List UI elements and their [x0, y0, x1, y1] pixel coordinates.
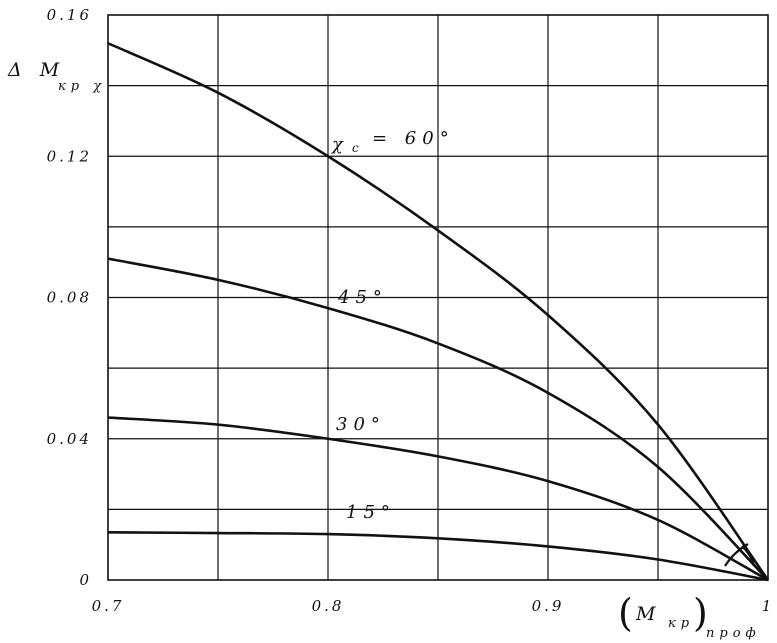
- series-label-30: 30°: [336, 414, 386, 435]
- y-axis-label-sub: кр χ: [58, 79, 106, 94]
- x-tick-label: 0.7: [92, 597, 125, 615]
- tick-labels: 0 0.04 0.08 0.12 0.16 0.7 0.8 0.9 1: [47, 6, 775, 615]
- plot-frame: [107, 14, 769, 581]
- x-axis-label-open-paren: (: [618, 591, 633, 635]
- series-line-0: [107, 42, 770, 581]
- series-line-1: [107, 257, 769, 581]
- curves: [107, 42, 770, 582]
- series-label-60-symbol: χ: [330, 134, 349, 155]
- x-tick-label: 0.8: [312, 597, 345, 615]
- series-label-60-value: = 60°: [372, 128, 455, 149]
- y-tick-label: 0: [79, 571, 92, 589]
- y-tick-label: 0.16: [47, 6, 92, 24]
- x-axis-label-close-paren: ): [693, 591, 708, 635]
- x-axis-label: M: [635, 603, 661, 625]
- angle-arc-inner: [724, 543, 749, 567]
- y-tick-label: 0.04: [47, 430, 92, 448]
- grid: [108, 15, 768, 580]
- series-line-2: [107, 416, 769, 582]
- series-line-3: [107, 531, 769, 582]
- x-axis-label-sub2: проф: [706, 626, 761, 641]
- x-tick-label: 0.9: [532, 597, 565, 615]
- y-axis-label: Δ M: [7, 59, 65, 81]
- x-tick-label: 1: [762, 597, 775, 615]
- series-label-45: 45°: [337, 287, 388, 308]
- series-label-60-sub: с: [352, 141, 359, 155]
- series-label-15: 15°: [346, 502, 396, 523]
- y-tick-label: 0.12: [47, 147, 92, 165]
- y-tick-label: 0.08: [47, 289, 92, 307]
- x-axis-label-sub1: кр: [668, 616, 694, 631]
